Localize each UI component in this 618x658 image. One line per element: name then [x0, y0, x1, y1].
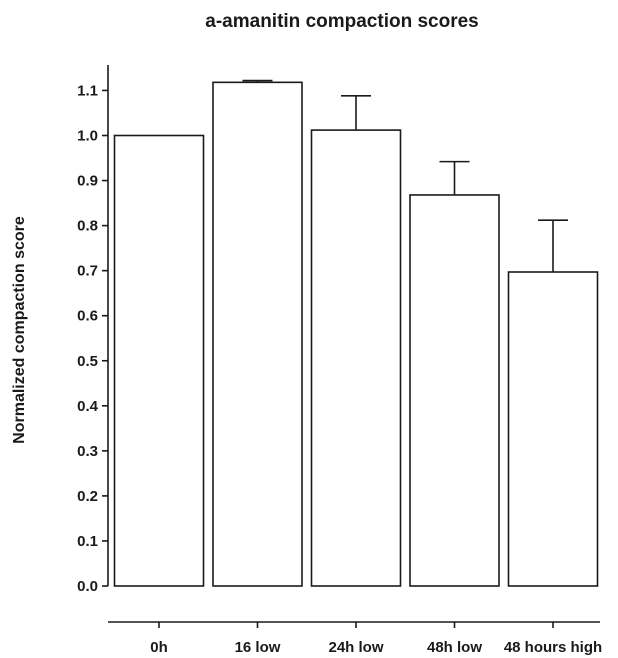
x-tick-label: 48h low — [427, 639, 482, 656]
y-tick-label: 0.5 — [77, 353, 98, 370]
y-tick-label: 0.1 — [77, 533, 98, 550]
chart-title: a-amanitin compaction scores — [205, 11, 478, 32]
y-tick-label: 0.4 — [77, 398, 99, 415]
bar — [507, 271, 599, 587]
bar — [310, 129, 402, 587]
y-tick-label: 0.0 — [77, 578, 98, 595]
y-axis-ticks: 0.0 0.1 0.2 0.3 0.4 0.5 0.6 0.7 0.8 0.9 1.0 1.1 — [77, 82, 108, 595]
y-tick-label: 0.7 — [77, 263, 98, 280]
y-tick-label: 0.6 — [77, 308, 98, 325]
x-tick-label: 0h — [150, 639, 168, 656]
y-tick-label: 0.9 — [77, 173, 98, 190]
y-tick-label: 1.0 — [77, 128, 98, 145]
x-axis-ticks: 0h 16 low 24h low 48h low 48 hours high — [150, 622, 602, 656]
bar — [409, 194, 500, 587]
x-tick-label: 24h low — [328, 639, 383, 656]
y-axis-title: Normalized compaction score — [11, 216, 28, 444]
y-tick-label: 0.2 — [77, 488, 98, 505]
x-tick-label: 48 hours high — [504, 639, 602, 656]
bars — [113, 81, 599, 587]
bar — [212, 81, 303, 587]
error-bars — [242, 79, 568, 273]
y-tick-label: 0.3 — [77, 443, 98, 460]
bar — [113, 134, 205, 587]
y-tick-label: 1.1 — [77, 82, 98, 99]
x-tick-label: 16 low — [235, 639, 281, 656]
y-tick-label: 0.8 — [77, 218, 98, 235]
